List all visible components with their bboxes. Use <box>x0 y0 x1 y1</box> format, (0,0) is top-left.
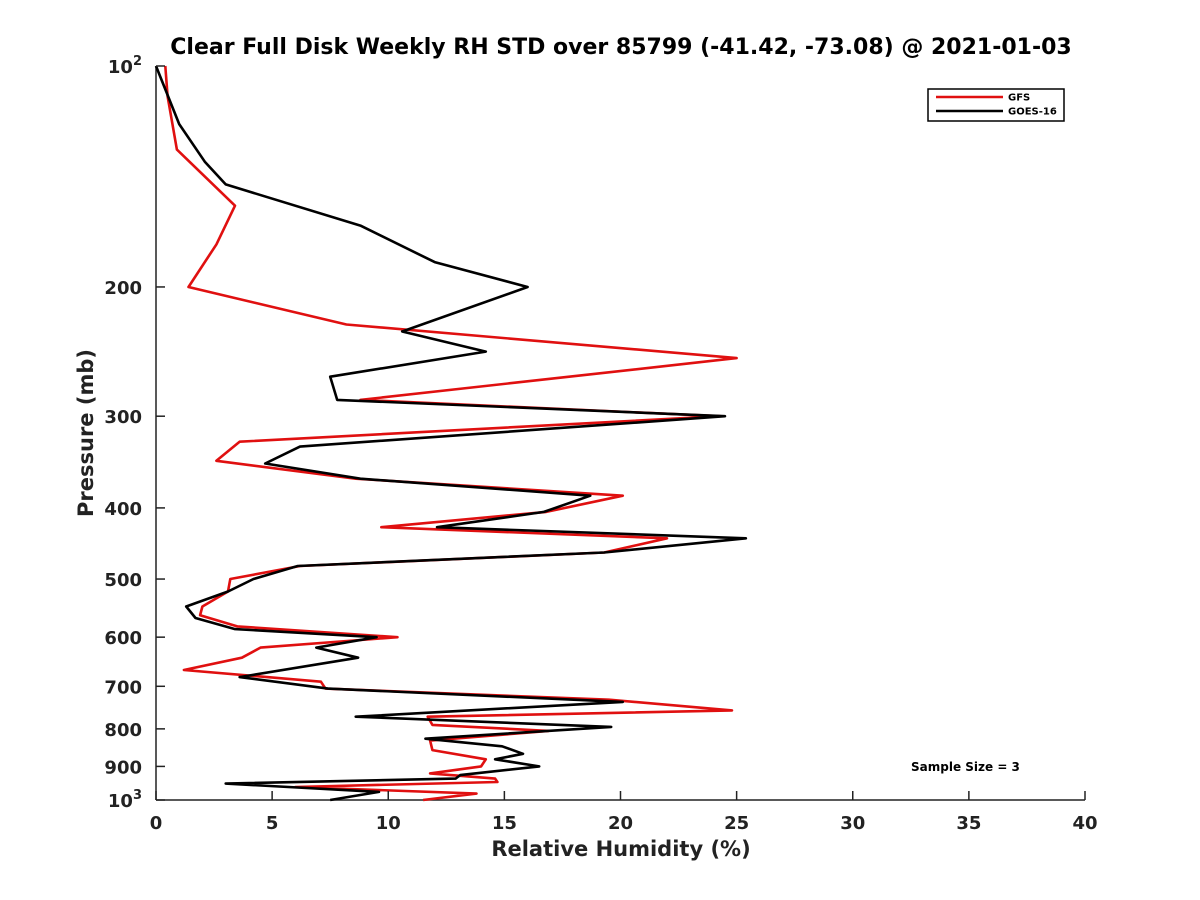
y-tick-label: 300 <box>104 407 142 428</box>
y-tick-label: 103 <box>108 788 142 812</box>
series-line-gfs <box>164 65 738 802</box>
x-tick-label: 10 <box>376 813 401 834</box>
legend: GFS GOES-16 <box>927 88 1065 122</box>
x-tick-label: 20 <box>608 813 633 834</box>
sample-size-annotation: Sample Size = 3 <box>911 760 1020 774</box>
x-tick-label: 35 <box>956 813 981 834</box>
legend-box <box>927 88 1065 122</box>
series-line-goes16 <box>154 65 748 802</box>
x-ticks: 0 5 10 15 20 25 30 35 40 <box>150 791 1098 834</box>
x-axis-label: Relative Humidity (%) <box>491 837 750 861</box>
y-tick-label: 700 <box>104 677 142 698</box>
x-tick-label: 40 <box>1072 813 1097 834</box>
y-axis-label: Pressure (mb) <box>74 349 98 517</box>
y-tick-label: 200 <box>104 278 142 299</box>
x-tick-label: 0 <box>150 813 163 834</box>
y-tick-label: 900 <box>104 757 142 778</box>
y-ticks: 102 200 300 400 500 600 700 800 900 103 <box>104 54 165 812</box>
legend-label-gfs: GFS <box>1008 93 1030 104</box>
x-tick-label: 25 <box>724 813 749 834</box>
x-tick-label: 30 <box>840 813 865 834</box>
y-tick-label: 600 <box>104 628 142 649</box>
series-layer <box>154 65 748 802</box>
x-tick-label: 15 <box>492 813 517 834</box>
chart-title: Clear Full Disk Weekly RH STD over 85799… <box>170 35 1071 60</box>
y-tick-label: 500 <box>104 570 142 591</box>
y-tick-label: 800 <box>104 720 142 741</box>
legend-label-goes16: GOES-16 <box>1008 107 1057 118</box>
y-tick-label: 102 <box>108 54 142 78</box>
y-tick-label: 400 <box>104 499 142 520</box>
x-tick-label: 5 <box>266 813 279 834</box>
